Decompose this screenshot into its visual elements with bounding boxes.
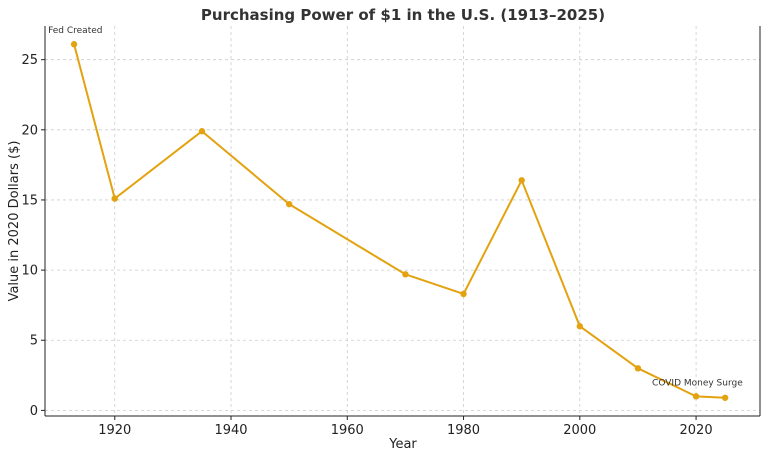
data-point <box>518 177 525 184</box>
y-tick-label: 10 <box>21 264 38 279</box>
data-point <box>285 200 293 208</box>
data-point <box>576 323 583 330</box>
x-tick-label: 2020 <box>680 423 713 438</box>
annotation-label: Fed Created <box>48 26 102 36</box>
data-point <box>198 128 206 135</box>
y-tick-label: 20 <box>21 123 38 138</box>
y-tick-label: 5 <box>30 334 38 349</box>
annotation-label: COVID Money Surge <box>652 378 743 388</box>
plot-area: Fed Created COVID Money Surge <box>48 26 743 401</box>
y-tick-label: 0 <box>30 404 38 419</box>
data-point <box>721 394 729 401</box>
data-point <box>111 195 118 202</box>
x-axis-label: Year <box>388 437 417 452</box>
data-point <box>70 41 78 48</box>
y-tick-label: 15 <box>21 193 38 208</box>
series-line <box>73 43 726 399</box>
x-tick-label: 1940 <box>214 423 247 438</box>
axes: 1920 1940 1960 1980 2000 2020 0 5 10 15 20 25 <box>21 26 761 438</box>
y-axis-label: Value in 2020 Dollars ($) <box>7 141 22 302</box>
grid <box>45 26 760 416</box>
data-point <box>634 365 642 372</box>
data-point <box>402 271 409 278</box>
data-point <box>460 290 467 298</box>
y-tick-label: 25 <box>21 53 38 68</box>
x-tick-label: 2000 <box>563 423 596 438</box>
chart-title: Purchasing Power of $1 in the U.S. (1913… <box>201 6 605 24</box>
x-tick-label: 1920 <box>98 423 131 438</box>
x-tick-label: 1960 <box>331 423 364 438</box>
data-point <box>692 393 700 400</box>
x-tick-label: 1980 <box>447 423 480 438</box>
